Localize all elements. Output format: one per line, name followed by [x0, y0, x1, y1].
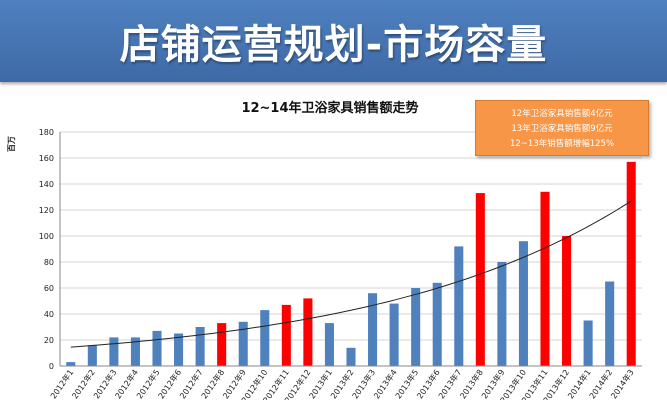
bar: [454, 246, 464, 366]
bar: [195, 327, 205, 366]
callout-line-3: 12~13年销售额增幅125%: [509, 139, 615, 149]
bar: [152, 330, 162, 366]
bar: [540, 191, 550, 366]
sales-trend-chart: 12~14年卫浴家具销售额走势 百万 0 20 40 60 80 100 120 140 160…: [7, 100, 642, 400]
bar: [130, 337, 140, 366]
grid-lines: [60, 131, 642, 367]
bar: [303, 298, 313, 366]
header-banner: 店铺运营规划-市场容量: [0, 0, 667, 82]
bar: [475, 193, 485, 366]
bar: [66, 362, 76, 366]
bar: [518, 241, 528, 366]
callout-line-1: 12年卫浴家具销售额4亿元: [511, 109, 613, 119]
bar: [626, 161, 636, 366]
axes: 0204060801001201401601802012年12012年22012…: [39, 128, 642, 400]
y-tick-label: 180: [39, 128, 54, 137]
page-title: 店铺运营规划-市场容量: [119, 22, 548, 68]
bars: [66, 161, 636, 366]
y-tick-label: 60: [44, 284, 54, 293]
bar: [324, 323, 334, 366]
callout-line-2: 13年卫浴家具销售额9亿元: [511, 124, 613, 134]
bar: [432, 282, 442, 366]
bar: [217, 323, 227, 366]
bar: [605, 281, 615, 366]
bar: [346, 347, 356, 366]
trendline: [70, 200, 632, 348]
bar: [87, 345, 97, 366]
y-axis-unit: 百万: [7, 136, 16, 152]
y-tick-label: 80: [44, 258, 54, 267]
bar: [238, 321, 248, 366]
bar: [389, 303, 399, 366]
y-tick-label: 120: [39, 206, 54, 215]
bar: [281, 304, 291, 366]
bar: [411, 288, 421, 366]
bar: [109, 337, 119, 366]
y-tick-label: 160: [39, 154, 54, 163]
y-tick-label: 0: [49, 362, 54, 371]
y-tick-label: 100: [39, 232, 54, 241]
y-tick-label: 140: [39, 180, 54, 189]
bar: [260, 310, 270, 366]
summary-callout: 12年卫浴家具销售额4亿元 13年卫浴家具销售额9亿元 12~13年销售额增幅1…: [475, 100, 649, 156]
bar: [368, 293, 378, 366]
chart-title: 12~14年卫浴家具销售额走势: [241, 100, 418, 116]
y-tick-label: 40: [44, 310, 54, 319]
bar: [562, 236, 572, 366]
trendline-group: [70, 200, 632, 348]
bar: [174, 333, 184, 366]
bar: [497, 262, 507, 366]
y-tick-label: 20: [44, 336, 54, 345]
bar: [583, 320, 593, 366]
